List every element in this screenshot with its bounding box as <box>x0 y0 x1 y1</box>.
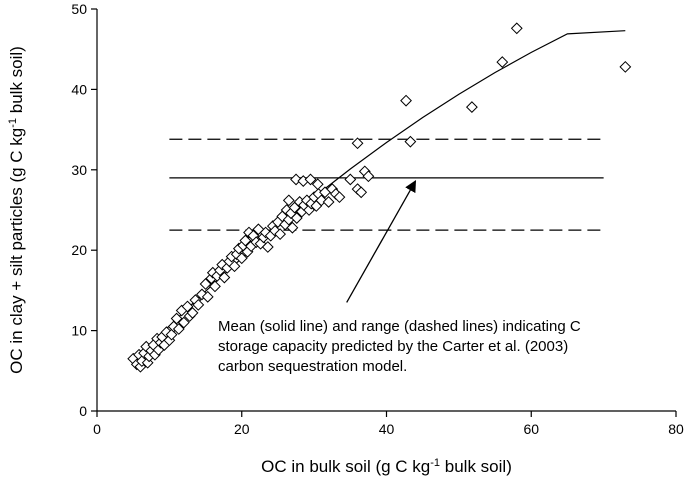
y-tick-label: 20 <box>71 242 87 258</box>
y-tick-label: 40 <box>71 81 87 97</box>
data-point <box>315 194 328 207</box>
data-point <box>209 280 221 293</box>
data-point <box>290 212 303 224</box>
data-point <box>196 288 208 301</box>
plot-area: 0 20 40 60 80 0 10 20 30 40 50 OC in bulk soil (g C… <box>7 1 684 476</box>
data-point <box>282 194 295 207</box>
data-point <box>510 22 523 35</box>
y-tick-label: 50 <box>71 1 87 17</box>
data-point <box>186 307 199 319</box>
data-point <box>333 191 346 204</box>
x-tick-label: 0 <box>93 421 101 437</box>
data-point <box>286 221 299 234</box>
data-point <box>304 173 317 186</box>
data-point <box>303 204 315 216</box>
y-tick-label: 0 <box>79 403 87 419</box>
data-point <box>181 300 194 313</box>
x-axis-title: OC in bulk soil (g C kg-1 bulk soil) <box>261 457 512 476</box>
annotation-text-line: storage capacity predicted by the Carter… <box>218 338 568 355</box>
data-point <box>619 60 632 73</box>
data-point <box>351 137 364 150</box>
data-point <box>274 228 287 241</box>
data-point <box>322 196 335 208</box>
y-tick-label: 30 <box>71 162 87 178</box>
x-tick-label: 20 <box>234 421 250 437</box>
data-point <box>400 94 412 107</box>
data-point <box>218 271 231 284</box>
annotation-text-line: carbon sequestration model. <box>218 358 407 375</box>
x-tick-label: 40 <box>379 421 395 437</box>
annotation-text-line: Mean (solid line) and range (dashed line… <box>218 318 581 335</box>
data-point <box>362 170 375 183</box>
data-point <box>344 173 357 186</box>
data-point <box>170 312 183 325</box>
data-point <box>228 260 241 273</box>
data-point <box>199 278 212 290</box>
data-point <box>261 241 274 253</box>
data-point <box>311 178 324 191</box>
y-axis-title: OC in clay + silt particles (g C kg-1 bu… <box>7 46 26 374</box>
data-point <box>404 135 417 148</box>
x-tick-label: 80 <box>668 421 684 437</box>
data-point <box>355 186 368 199</box>
x-tick-label: 60 <box>523 421 539 437</box>
data-point <box>259 226 272 239</box>
data-point <box>172 323 185 335</box>
data-point <box>235 252 248 265</box>
data-point <box>177 316 190 329</box>
data-point <box>201 290 214 303</box>
data-point <box>496 56 509 68</box>
data-point <box>465 101 478 113</box>
data-point <box>239 234 252 247</box>
data-point <box>141 356 154 369</box>
fitted-curve <box>132 30 626 362</box>
y-tick-label: 10 <box>71 323 87 339</box>
data-point <box>192 298 205 311</box>
annotation-arrow <box>346 180 417 303</box>
